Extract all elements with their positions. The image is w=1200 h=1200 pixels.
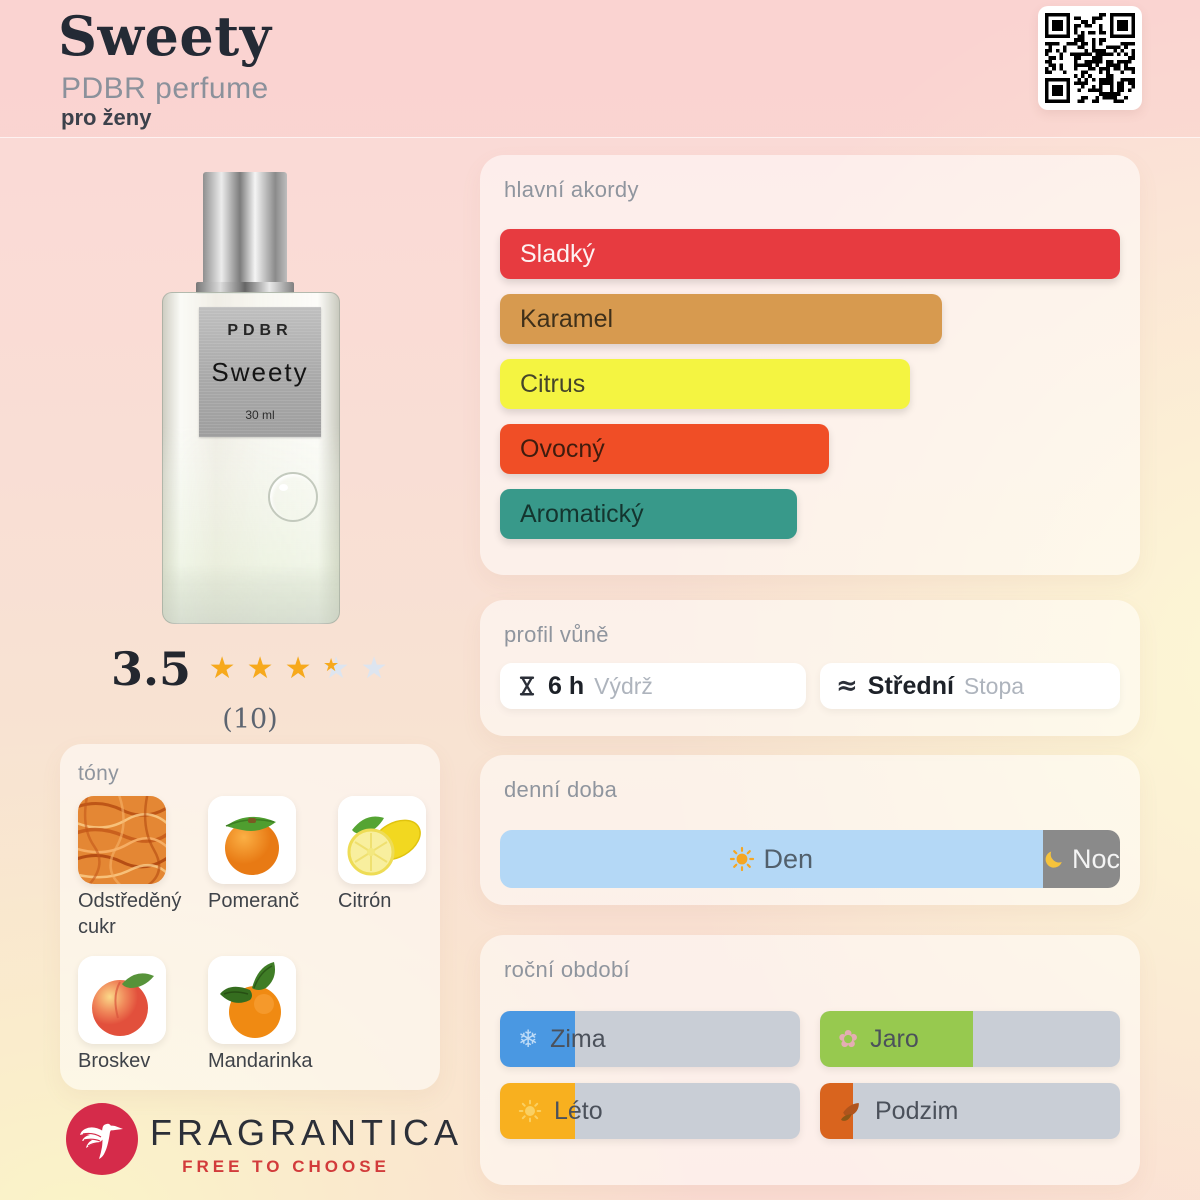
star-icon: ★★ bbox=[246, 651, 274, 686]
sillage-label: Stopa bbox=[963, 672, 1025, 699]
seasons-panel: roční období ❄ Zima ✿ Jaro bbox=[480, 935, 1140, 1185]
time-of-day-title: denní doba bbox=[504, 777, 618, 802]
fragrantica-logo-icon bbox=[66, 1103, 138, 1175]
note-label: Odstředěný cukr bbox=[78, 890, 182, 938]
season-spring: ✿ Jaro bbox=[820, 1011, 1120, 1067]
vote-count: (10) bbox=[222, 704, 278, 735]
bottle-bubble bbox=[268, 472, 318, 522]
season-label: Podzim bbox=[875, 1096, 959, 1125]
blossom-icon: ✿ bbox=[838, 1025, 859, 1053]
hummingbird-icon bbox=[80, 1123, 123, 1159]
lemon-image bbox=[338, 796, 426, 884]
sun-icon bbox=[730, 846, 755, 872]
seasons-grid: ❄ Zima ✿ Jaro Léto bbox=[500, 1011, 1120, 1139]
note-label: Citrón bbox=[338, 890, 392, 912]
sillage-pill: ≈ Střední Stopa bbox=[820, 663, 1120, 709]
season-winter: ❄ Zima bbox=[500, 1011, 800, 1067]
spun-sugar-image bbox=[78, 796, 166, 884]
peach-image bbox=[78, 956, 166, 1044]
longevity-pill: 6 h Výdrž bbox=[500, 663, 806, 709]
day-segment: Den bbox=[500, 830, 1043, 888]
hourglass-icon bbox=[519, 676, 535, 696]
season-summer: Léto bbox=[500, 1083, 800, 1139]
time-of-day-panel: denní doba Den Noc bbox=[480, 755, 1140, 905]
bottle-label-volume: 30 ml bbox=[245, 408, 275, 422]
notes-title: tóny bbox=[78, 762, 119, 785]
accords-panel: hlavní akordy Sladký Karamel Citrus Ovoc… bbox=[480, 155, 1140, 575]
star-icon: ★★ bbox=[284, 651, 312, 686]
longevity-value: 6 h bbox=[548, 671, 585, 700]
season-label: Zima bbox=[550, 1024, 606, 1053]
star-icon: ★★ bbox=[208, 651, 236, 686]
brand-name: PDBR perfume bbox=[61, 72, 269, 105]
mandarin-image bbox=[208, 956, 296, 1044]
bottle-label-brand: PDBR bbox=[227, 322, 293, 339]
accord-bar: Sladký bbox=[500, 229, 1120, 279]
accord-bar: Aromatický bbox=[500, 489, 797, 539]
page-title: Sweety bbox=[58, 4, 272, 68]
bottle-cap bbox=[203, 172, 287, 284]
waves-icon: ≈ bbox=[836, 671, 858, 701]
longevity-label: Výdrž bbox=[594, 672, 653, 699]
leaves-icon bbox=[841, 1102, 859, 1121]
note-label: Mandarinka bbox=[208, 1050, 313, 1072]
header-band bbox=[0, 0, 1200, 138]
bottle-label: PDBR Sweety 30 ml bbox=[199, 307, 321, 437]
rating-block: 3.5 ★★ ★★ ★★ ★★ ★★ (10) bbox=[60, 642, 440, 735]
season-label: Léto bbox=[554, 1096, 603, 1125]
bottle-cap-base bbox=[196, 282, 294, 294]
profile-title: profil vůně bbox=[504, 622, 609, 647]
moon-icon bbox=[1045, 850, 1062, 868]
night-label: Noc bbox=[1071, 843, 1120, 874]
note-label: Broskev bbox=[78, 1050, 151, 1072]
scent-profile-panel: profil vůně 6 h Výdrž ≈ Střední Stopa bbox=[480, 600, 1140, 736]
day-night-bar: Den Noc bbox=[500, 830, 1120, 888]
night-segment: Noc bbox=[1042, 830, 1120, 888]
season-autumn: Podzim bbox=[820, 1083, 1120, 1139]
fragrantica-tagline: FREE TO CHOOSE bbox=[182, 1157, 390, 1176]
season-label: Jaro bbox=[870, 1024, 919, 1053]
sillage-value: Střední bbox=[867, 671, 954, 700]
sun-icon bbox=[518, 1099, 542, 1123]
accord-bar: Karamel bbox=[500, 294, 942, 344]
seasons-title: roční období bbox=[504, 957, 630, 982]
fragrantica-wordmark: FRAGRANTICA bbox=[150, 1112, 464, 1153]
star-icon: ★★ bbox=[360, 651, 388, 686]
orange-image bbox=[208, 796, 296, 884]
accord-bars: Sladký Karamel Citrus Ovocný Aromatický bbox=[500, 229, 1120, 554]
accords-title: hlavní akordy bbox=[504, 177, 639, 202]
accord-bar: Citrus bbox=[500, 359, 910, 409]
accord-bar: Ovocný bbox=[500, 424, 829, 474]
day-label: Den bbox=[763, 843, 814, 874]
audience-label: pro ženy bbox=[61, 105, 152, 130]
note-label: Pomeranč bbox=[208, 890, 300, 912]
star-rating: ★★ ★★ ★★ ★★ ★★ bbox=[207, 652, 389, 686]
star-icon: ★★ bbox=[322, 651, 350, 686]
snowflake-icon: ❄ bbox=[518, 1025, 539, 1053]
rating-score: 3.5 bbox=[110, 642, 192, 696]
bottle-label-name: Sweety bbox=[211, 357, 309, 387]
qr-code bbox=[1038, 6, 1142, 110]
notes-panel: tóny bbox=[60, 744, 440, 1090]
